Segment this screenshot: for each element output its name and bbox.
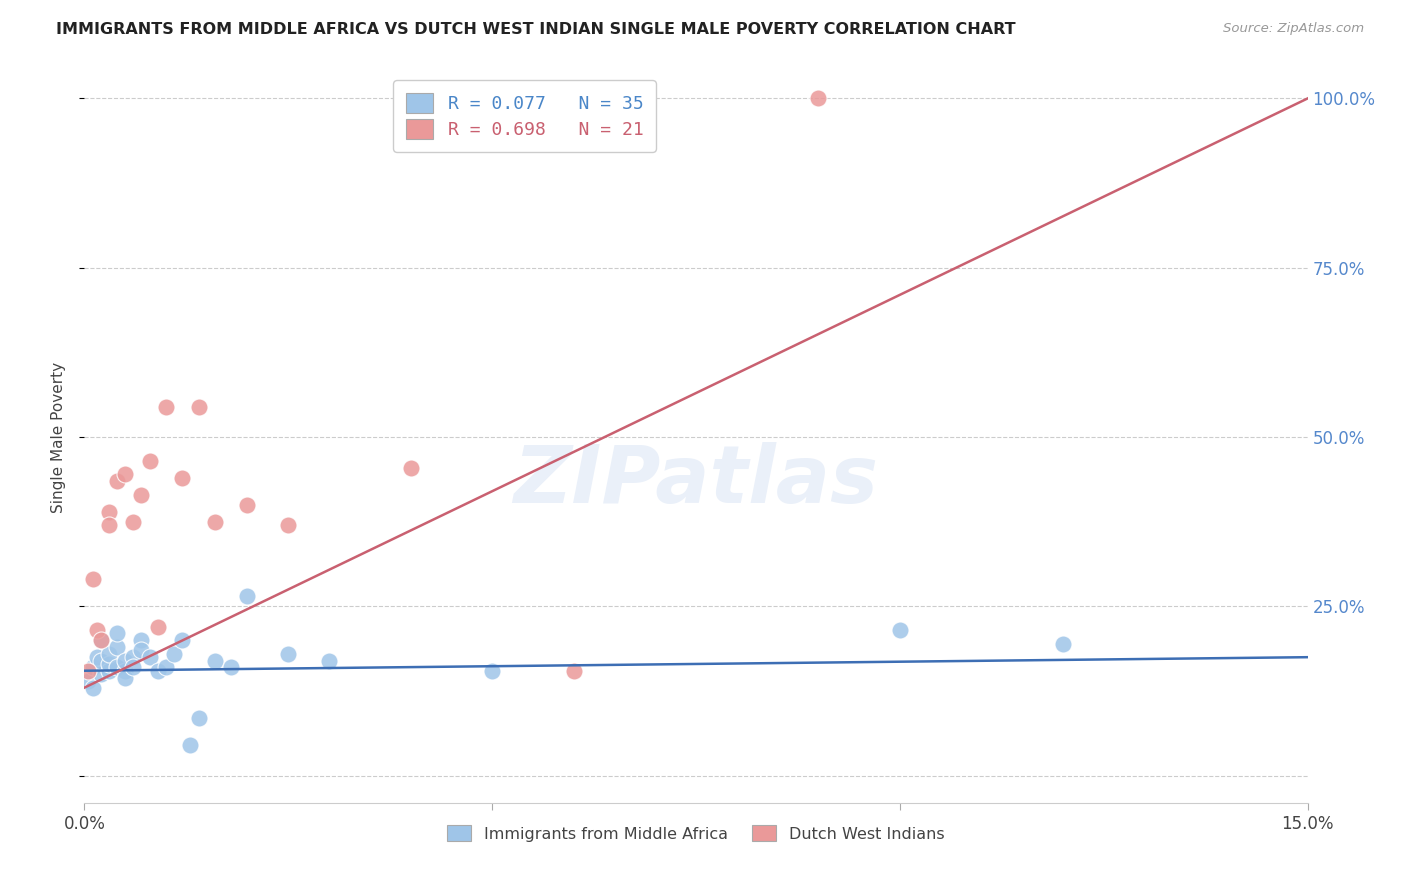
Text: Source: ZipAtlas.com: Source: ZipAtlas.com: [1223, 22, 1364, 36]
Point: [179, 738, 201, 752]
Point: [204, 654, 226, 668]
Point: [807, 91, 830, 105]
Point: [114, 664, 136, 678]
Point: [97, 657, 120, 671]
Point: [97, 647, 120, 661]
Point: [122, 660, 145, 674]
Point: [131, 643, 153, 657]
Point: [138, 650, 160, 665]
Point: [105, 626, 128, 640]
Point: [114, 654, 136, 668]
Text: IMMIGRANTS FROM MIDDLE AFRICA VS DUTCH WEST INDIAN SINGLE MALE POVERTY CORRELATI: IMMIGRANTS FROM MIDDLE AFRICA VS DUTCH W…: [56, 22, 1017, 37]
Point: [82, 660, 104, 674]
Point: [889, 623, 911, 637]
Point: [204, 515, 226, 529]
Point: [82, 572, 104, 586]
Point: [146, 664, 169, 678]
Point: [122, 650, 145, 665]
Point: [187, 711, 209, 725]
Point: [97, 518, 120, 533]
Point: [172, 471, 194, 485]
Point: [138, 454, 160, 468]
Point: [277, 518, 299, 533]
Point: [155, 400, 177, 414]
Point: [1052, 637, 1074, 651]
Point: [86, 650, 108, 665]
Point: [82, 681, 104, 695]
Point: [236, 498, 259, 512]
Point: [131, 633, 153, 648]
Point: [219, 660, 242, 674]
Point: [122, 515, 145, 529]
Point: [155, 660, 177, 674]
Point: [86, 623, 108, 637]
Point: [131, 488, 153, 502]
Point: [481, 664, 503, 678]
Point: [562, 664, 585, 678]
Point: [105, 640, 128, 654]
Point: [77, 673, 100, 688]
Text: ZIPatlas: ZIPatlas: [513, 442, 879, 520]
Point: [90, 633, 112, 648]
Point: [105, 660, 128, 674]
Point: [90, 654, 112, 668]
Point: [163, 647, 186, 661]
Point: [90, 633, 112, 648]
Point: [90, 667, 112, 681]
Point: [187, 400, 209, 414]
Point: [146, 620, 169, 634]
Point: [114, 671, 136, 685]
Y-axis label: Single Male Poverty: Single Male Poverty: [51, 361, 66, 513]
Point: [399, 460, 422, 475]
Legend: Immigrants from Middle Africa, Dutch West Indians: Immigrants from Middle Africa, Dutch Wes…: [440, 817, 952, 850]
Point: [97, 664, 120, 678]
Point: [277, 647, 299, 661]
Point: [77, 664, 100, 678]
Point: [97, 505, 120, 519]
Point: [236, 589, 259, 603]
Point: [105, 474, 128, 488]
Point: [318, 654, 340, 668]
Point: [114, 467, 136, 482]
Point: [172, 633, 194, 648]
